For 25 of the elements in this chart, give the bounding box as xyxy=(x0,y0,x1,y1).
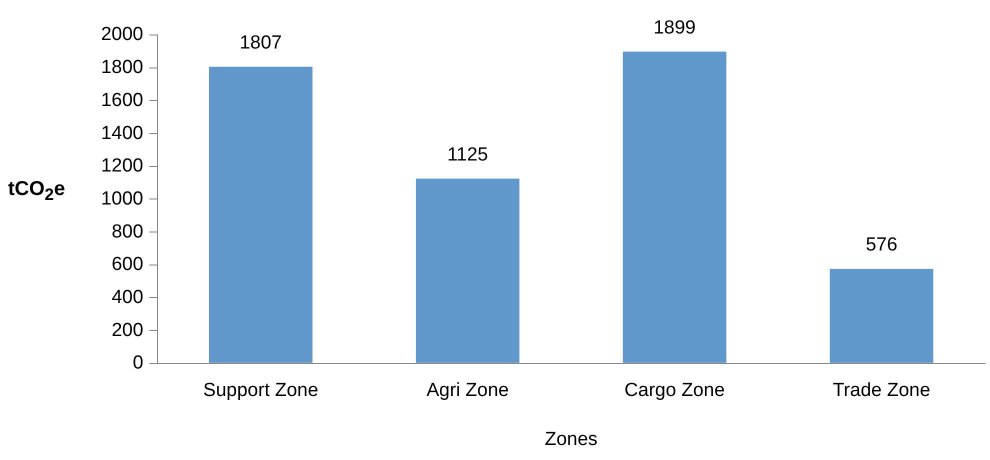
bar xyxy=(416,178,520,363)
data-label: 1807 xyxy=(240,32,282,54)
bar xyxy=(622,52,726,363)
data-label: 1899 xyxy=(653,17,696,38)
y-tick-label: 1400 xyxy=(100,122,144,144)
x-axis-title: Zones xyxy=(544,428,598,450)
x-tick-label: Trade Zone xyxy=(832,380,930,402)
y-tick-label: 400 xyxy=(112,286,144,308)
y-tick-label: 1000 xyxy=(100,188,144,210)
y-tick-label: 800 xyxy=(112,221,144,242)
y-tick-label: 1800 xyxy=(100,57,144,78)
y-tick-label: 600 xyxy=(112,254,144,276)
y-tick-label: 1600 xyxy=(100,90,144,111)
y-tick-label: 1200 xyxy=(100,156,144,177)
bar xyxy=(209,66,312,363)
bar xyxy=(830,268,934,363)
data-label: 1125 xyxy=(447,144,488,166)
y-tick-label: 0 xyxy=(132,352,144,374)
data-label: 576 xyxy=(866,234,898,256)
x-tick-label: Agri Zone xyxy=(426,380,509,402)
x-tick-label: Support Zone xyxy=(203,380,318,402)
x-tick-label: Cargo Zone xyxy=(624,380,725,402)
y-tick-label: 200 xyxy=(112,320,144,341)
y-axis-title: tCO$_{2}$e xyxy=(8,178,66,205)
y-tick-label: 2000 xyxy=(100,24,144,46)
